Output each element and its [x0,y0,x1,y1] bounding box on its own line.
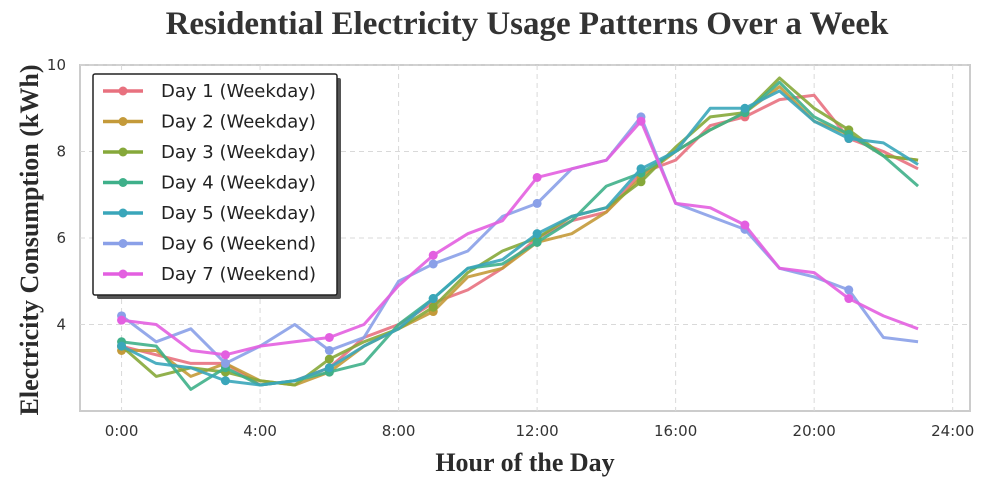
y-axis-label: Electricity Consumption (kWh) [15,65,44,416]
x-tick-label: 4:00 [243,422,277,440]
y-tick-label: 10 [47,56,66,74]
series-line [120,76,919,387]
legend-marker [118,178,128,187]
legend-item: Day 5 (Weekday) [103,203,316,224]
legend-marker [118,208,128,218]
x-tick-label: 24:00 [931,422,974,440]
legend-item: Day 2 (Weekday) [103,112,316,133]
legend-item: Day 7 (Weekend) [103,264,316,285]
chart-title: Residential Electricity Usage Patterns O… [166,6,889,42]
legend-marker [118,117,128,126]
series-line [121,119,919,357]
data-point [636,177,646,187]
data-point [532,229,542,239]
data-point [428,302,438,312]
x-tick-label: 0:00 [105,422,139,440]
data-point [324,354,334,364]
data-point [636,164,646,174]
x-tick-label: 8:00 [382,422,416,440]
legend-marker [118,269,128,279]
data-point [428,294,438,304]
data-point [428,259,438,269]
legend-item: Day 1 (Weekday) [103,81,316,102]
y-tick-label: 6 [56,229,66,247]
legend-marker [118,86,128,96]
legend-box [92,73,338,296]
data-point [324,345,334,355]
data-point [740,220,750,230]
data-point [532,198,542,208]
legend-label: Day 7 (Weekend) [161,264,316,285]
data-point [324,332,334,342]
series-7 [117,116,919,360]
data-point [117,315,127,325]
legend-label: Day 1 (Weekday) [161,81,316,102]
data-point [532,172,542,182]
data-point [220,376,230,386]
x-tick-label: 16:00 [654,422,697,440]
legend-label: Day 2 (Weekday) [161,112,316,133]
series-lines [117,76,920,391]
x-tick-label: 12:00 [516,422,559,440]
legend-item: Day 6 (Weekend) [103,234,316,255]
y-tick-label: 8 [56,143,66,161]
legend-label: Day 4 (Weekday) [161,173,316,194]
y-axis-ticks: 4 6 8 10 [47,56,66,334]
data-point [636,116,646,126]
legend-label: Day 3 (Weekday) [161,142,316,163]
data-point [117,341,127,351]
data-point [844,134,854,144]
legend-label: Day 5 (Weekday) [161,203,316,224]
x-axis-ticks: 0:00 4:00 8:00 12:00 16:00 20:00 24:00 [105,422,975,440]
legend-marker [118,147,128,157]
legend-label: Day 6 (Weekend) [161,234,316,255]
series-5 [117,89,919,387]
data-point [844,285,854,295]
data-point [532,237,542,247]
data-point [740,103,750,113]
x-tick-label: 20:00 [793,422,836,440]
data-point [220,350,230,360]
legend-marker [118,239,128,248]
data-point [428,250,438,260]
data-point [324,363,334,373]
y-tick-label: 4 [56,316,66,334]
series-line [120,89,919,387]
legend-item: Day 3 (Weekday) [103,142,316,163]
data-point [220,358,230,368]
x-axis-label: Hour of the Day [435,448,614,477]
legend-item: Day 4 (Weekday) [103,173,316,194]
legend: Day 1 (Weekday) Day 2 (Weekday) Day 3 (Wee… [92,73,341,299]
series-line [121,80,920,391]
data-point [844,294,854,304]
